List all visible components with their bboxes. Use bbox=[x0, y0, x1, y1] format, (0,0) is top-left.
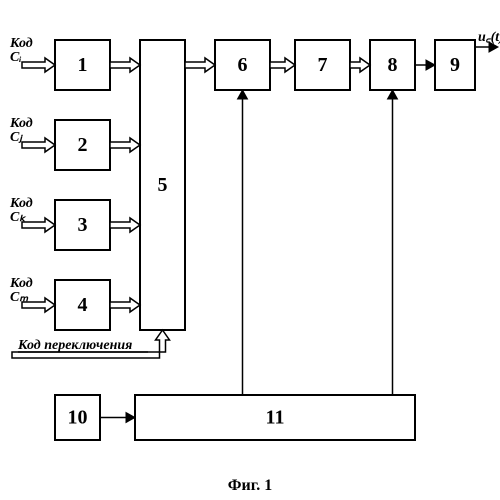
block-3-label: 3 bbox=[78, 214, 88, 236]
input-label-4: Код bbox=[9, 276, 33, 291]
figure-caption: Фиг. 1 bbox=[228, 477, 272, 494]
block-8-label: 8 bbox=[388, 54, 398, 76]
a56 bbox=[185, 58, 215, 72]
a45 bbox=[110, 298, 140, 312]
arrow-in-3 bbox=[22, 218, 55, 232]
a89-head bbox=[426, 60, 435, 70]
block-10-label: 10 bbox=[68, 407, 88, 429]
a78 bbox=[350, 58, 370, 72]
input-label-2: Код bbox=[9, 116, 33, 131]
a11-6-head bbox=[238, 90, 248, 99]
a25 bbox=[110, 138, 140, 152]
arrow-in-2 bbox=[22, 138, 55, 152]
a11-8-head bbox=[388, 90, 398, 99]
input-sub-1: Cᵢ bbox=[10, 50, 22, 65]
output-label: u꜀(t) bbox=[478, 30, 500, 45]
a67 bbox=[270, 58, 295, 72]
block-6-label: 6 bbox=[238, 54, 248, 76]
block-5-label: 5 bbox=[158, 174, 168, 196]
block-9-label: 9 bbox=[450, 54, 460, 76]
arrow-in-1 bbox=[22, 58, 55, 72]
a35 bbox=[110, 218, 140, 232]
block-7-label: 7 bbox=[318, 54, 328, 76]
block-4-label: 4 bbox=[78, 294, 88, 316]
switch-shaft-v bbox=[156, 330, 170, 352]
block-2-label: 2 bbox=[78, 134, 88, 156]
input-label-1: Код bbox=[9, 36, 33, 51]
block-11-label: 11 bbox=[266, 407, 285, 429]
switch-label: Код переключения bbox=[17, 338, 132, 353]
a15 bbox=[110, 58, 140, 72]
input-label-3: Код bbox=[9, 196, 33, 211]
a1011-head bbox=[126, 413, 135, 423]
block-1-label: 1 bbox=[78, 54, 88, 76]
